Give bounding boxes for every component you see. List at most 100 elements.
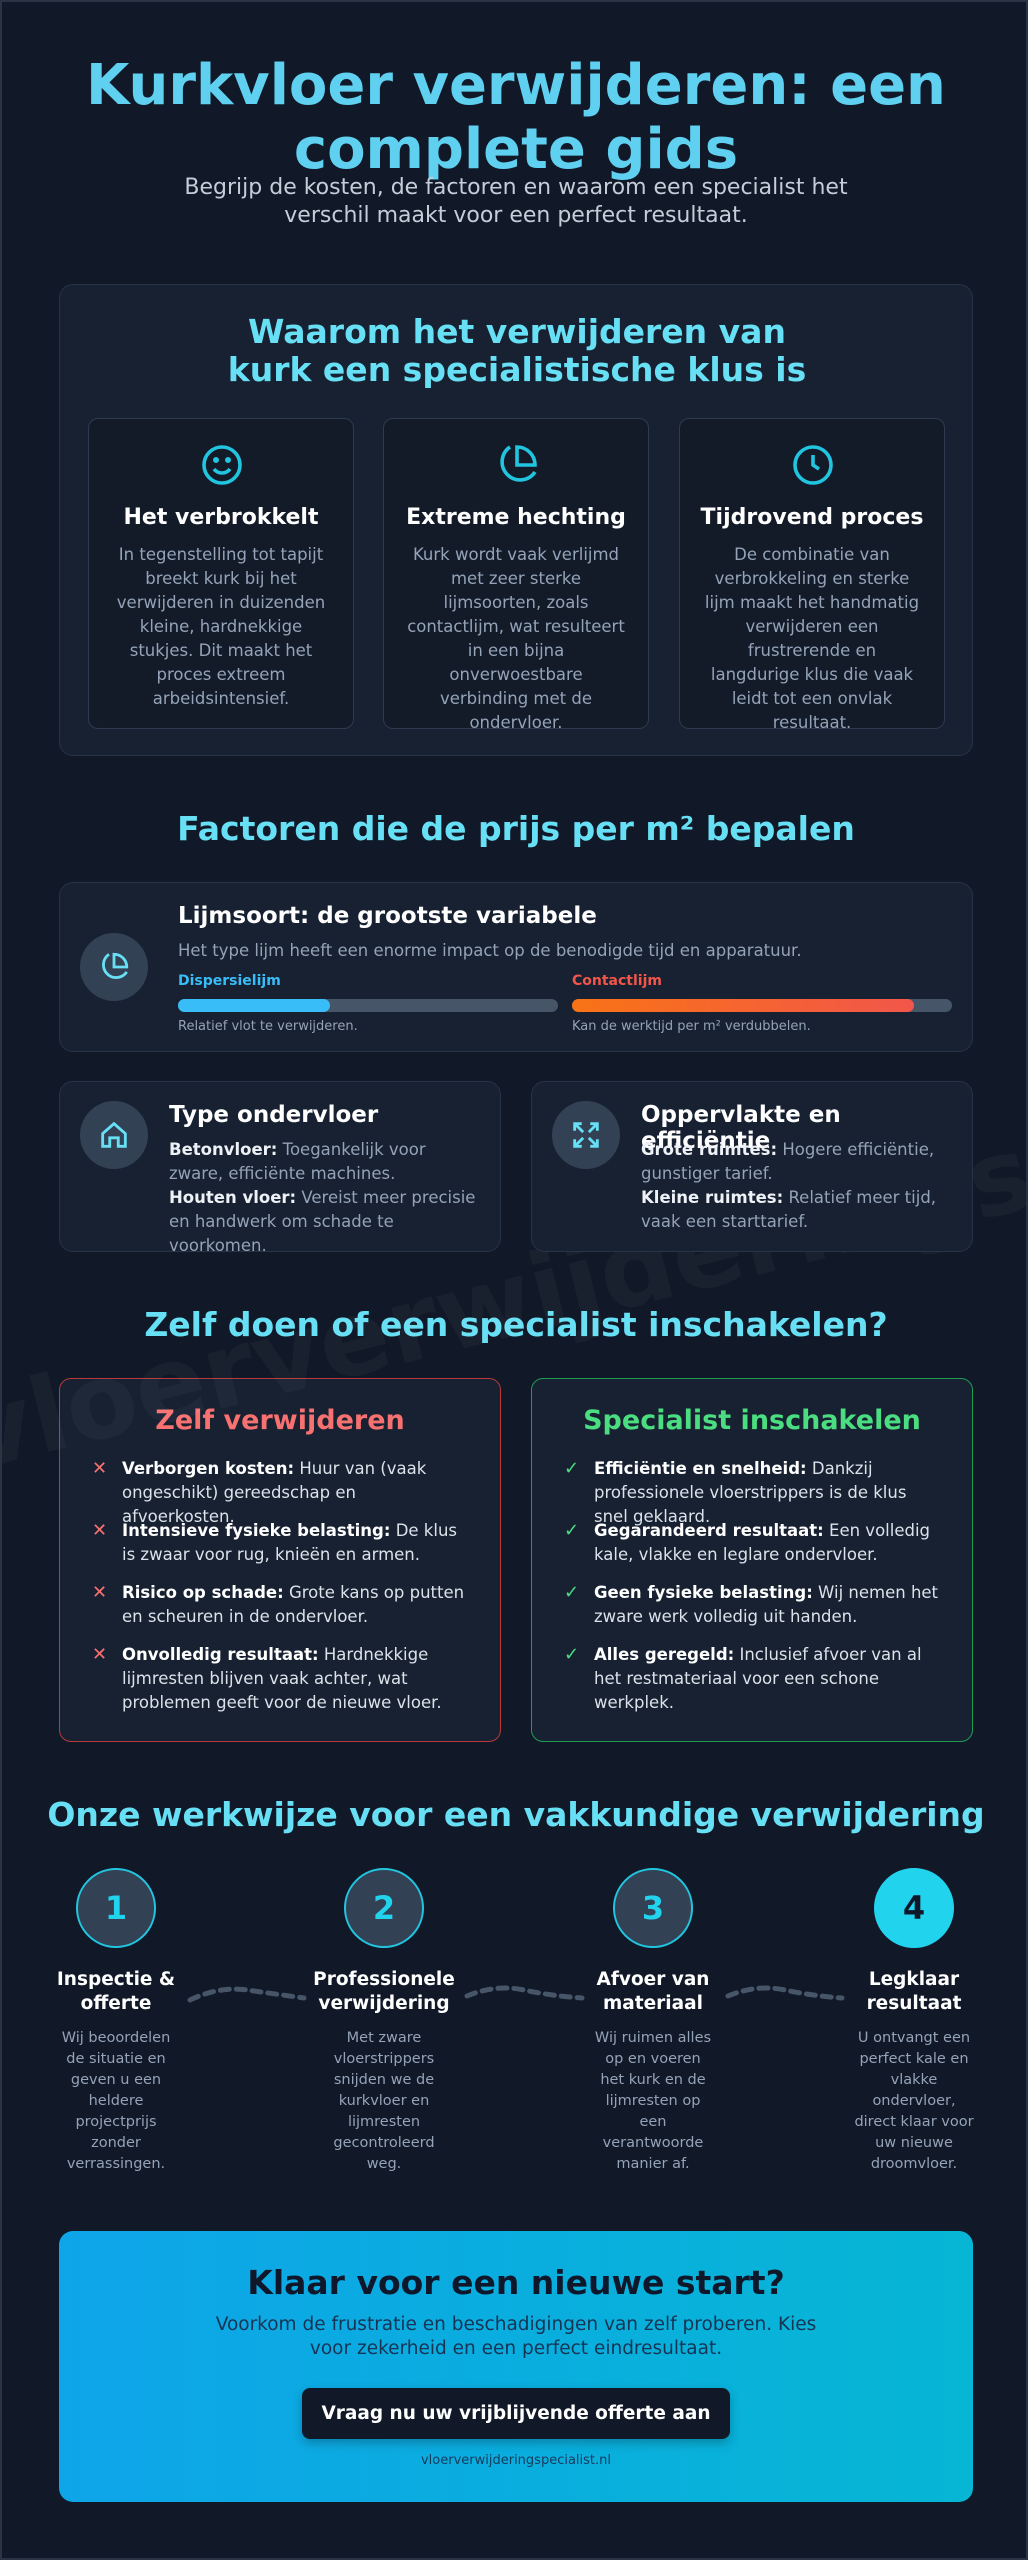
factor-item: Grote ruimtes: Hogere efficiëntie, gunst…: [641, 1138, 954, 1186]
item-text: Hogere efficiëntie, gunstiger tarief.: [641, 1140, 935, 1183]
item-label: Gegarandeerd resultaat:: [594, 1521, 824, 1540]
item-text: Relatief meer tijd, vaak een starttarief…: [641, 1188, 937, 1231]
why-title: Waarom het verwijderen van kurk een spec…: [227, 312, 807, 389]
item-label: Houten vloer:: [169, 1188, 297, 1207]
item-label: Betonvloer:: [169, 1140, 278, 1159]
bar-note: Relatief vlot te verwijderen.: [178, 1019, 358, 1034]
step-number: 1: [76, 1868, 156, 1948]
cta-section: Klaar voor een nieuwe start? Voorkom de …: [59, 2231, 973, 2502]
bar-track: [572, 999, 952, 1012]
bar-fill: [178, 999, 330, 1012]
item-text: Grote kans op putten en scheuren in de o…: [122, 1583, 465, 1626]
why-card: Tijdrovend proces De combinatie van verbr…: [679, 418, 945, 732]
factor-item: Kleine ruimtes: Relatief meer tijd, vaak…: [641, 1186, 954, 1234]
process-step: 4 Legklaar resultaat U ontvangt een perfec…: [839, 1868, 989, 2175]
card-text: Grote ruimtes: Hogere efficiëntie, gunst…: [641, 1138, 954, 1234]
step-text: Wij beoordelen de situatie en geven u ee…: [61, 2030, 171, 2172]
process-title: Onze werkwijze voor een vakkundige verwi…: [47, 1795, 985, 1834]
factor-card: Oppervlakte en efficiëntie Grote ruimtes:…: [531, 1081, 973, 1252]
item-label: Grote ruimtes:: [641, 1140, 778, 1159]
cta-title: Klaar voor een nieuwe start?: [247, 2263, 785, 2302]
why-card: Het verbrokkelt In tegenstelling tot tapi…: [88, 418, 354, 729]
process-step: 2 Professionele verwijdering Met zware vlo…: [309, 1868, 459, 2175]
glue-card: Lijmsoort: de grootste variabele Het typ…: [59, 882, 973, 1052]
icon: [80, 933, 148, 1001]
step-title: Professionele verwijdering: [313, 1969, 455, 2014]
diy-card: Zelf verwijderen ✕ Verborgen kosten: Huur…: [59, 1378, 501, 1742]
glue-text: Het type lijm heeft een enorme impact op…: [178, 941, 802, 960]
icon: [500, 445, 537, 482]
item-text: De klus is zwaar voor rug, knieën en arm…: [122, 1521, 457, 1564]
icon: [793, 445, 833, 485]
factor-card: Type ondervloer Betonvloer: Toegankelijk …: [59, 1081, 501, 1255]
item-icon: ✕: [92, 1644, 108, 1665]
process-step: 1 Inspectie & offerte Wij beoordelen de si…: [41, 1868, 191, 2175]
factor-item: Betonvloer: Toegankelijk voor zware, eff…: [169, 1138, 482, 1186]
compare-item: ✓ Gegarandeerd resultaat: Een volledig ka…: [564, 1519, 944, 1567]
compare-item: ✓ Alles geregeld: Inclusief afvoer van al…: [564, 1643, 944, 1715]
bar-label: Contactlijm: [572, 973, 662, 989]
item-label: Intensieve fysieke belasting:: [122, 1521, 391, 1540]
item-text: Wij nemen het zware werk volledig uit ha…: [594, 1583, 939, 1626]
step-text: U ontvangt een perfect kale en vlakke on…: [854, 2030, 974, 2172]
item-text: Hardnekkige lijmresten blijven vaak acht…: [122, 1645, 442, 1712]
factor-item: Houten vloer: Vereist meer precisie en h…: [169, 1186, 482, 1258]
compare-item: ✕ Intensieve fysieke belasting: De klus i…: [92, 1519, 472, 1567]
bar-track: [178, 999, 558, 1012]
item-label: Alles geregeld:: [594, 1645, 735, 1664]
compare-item: ✕ Onvolledig resultaat: Hardnekkige lijmr…: [92, 1643, 472, 1715]
item-text: Een volledig kale, vlakke en leglare ond…: [594, 1521, 931, 1564]
step-title: Inspectie & offerte: [56, 1969, 176, 2014]
icon-glyph: [101, 1121, 127, 1148]
bar-fill: [572, 999, 914, 1012]
step-title: Afvoer van materiaal: [596, 1969, 710, 2014]
item-icon: ✓: [564, 1644, 580, 1665]
card-title: Type ondervloer: [169, 1102, 379, 1128]
step-number: 4: [874, 1868, 954, 1948]
page-title: Kurkvloer verwijderen: een complete gids: [86, 53, 946, 182]
icon-glyph: [573, 1122, 599, 1148]
connectors: [187, 1985, 845, 2003]
item-icon: ✓: [564, 1458, 580, 1479]
process-step: 3 Afvoer van materiaal Wij ruimen alles op…: [578, 1868, 728, 2175]
item-text: Dankzij professionele vloerstrippers is …: [594, 1459, 907, 1526]
card-title: Tijdrovend proces: [700, 505, 924, 530]
pro-card: Specialist inschakelen ✓ Efficiëntie en s…: [531, 1378, 973, 1742]
card-title: Oppervlakte en efficiëntie: [641, 1102, 841, 1154]
cta-url: vloerverwijderingspecialist.nl: [420, 2453, 612, 2468]
item-text: Inclusief afvoer van al het restmateriaa…: [594, 1645, 922, 1712]
card-title: Extreme hechting: [406, 505, 626, 530]
cta-button[interactable]: Vraag nu uw vrijblijvende offerte aan: [302, 2388, 730, 2439]
diy-title: Zelf verwijderen: [155, 1405, 405, 1436]
item-label: Kleine ruimtes:: [641, 1188, 784, 1207]
icon: [552, 1101, 620, 1169]
step-number: 2: [344, 1868, 424, 1948]
bar-label: Dispersielijm: [178, 973, 281, 989]
card-text: In tegenstelling tot tapijt breekt kurk …: [116, 545, 326, 708]
compare-item: ✓ Geen fysieke belasting: Wij nemen het z…: [564, 1581, 944, 1629]
page-subtitle: Begrijp de kosten, de factoren en waarom…: [184, 175, 848, 228]
item-text: Huur van (vaak ongeschikt) gereedschap e…: [122, 1459, 427, 1526]
compare-item: ✕ Risico op schade: Grote kans op putten …: [92, 1581, 472, 1629]
item-label: Geen fysieke belasting:: [594, 1583, 813, 1602]
why-section: Waarom het verwijderen van kurk een spec…: [59, 284, 973, 756]
step-text: Met zware vloerstrippers snijden we de k…: [333, 2030, 435, 2172]
card-title: Het verbrokkelt: [123, 505, 319, 530]
cta-text: Voorkom de frustratie en beschadigingen …: [215, 2314, 817, 2359]
compare-item: ✓ Efficiëntie en snelheid: Dankzij profes…: [564, 1457, 944, 1529]
item-text: Vereist meer precisie en handwerk om sch…: [169, 1188, 476, 1255]
icon: [202, 445, 242, 485]
card-text: Betonvloer: Toegankelijk voor zware, eff…: [169, 1138, 482, 1258]
compare-item: ✕ Verborgen kosten: Huur van (vaak ongesc…: [92, 1457, 472, 1529]
item-icon: ✕: [92, 1458, 108, 1479]
item-icon: ✕: [92, 1520, 108, 1541]
item-label: Efficiëntie en snelheid:: [594, 1459, 807, 1478]
pro-title: Specialist inschakelen: [583, 1405, 921, 1436]
step-number: 3: [613, 1868, 693, 1948]
compare-title: Zelf doen of een specialist inschakelen?: [144, 1305, 888, 1344]
step-title: Legklaar resultaat: [866, 1969, 962, 2014]
item-text: Toegankelijk voor zware, efficiënte mach…: [169, 1140, 426, 1183]
item-label: Onvolledig resultaat:: [122, 1645, 319, 1664]
item-icon: ✓: [564, 1520, 580, 1541]
